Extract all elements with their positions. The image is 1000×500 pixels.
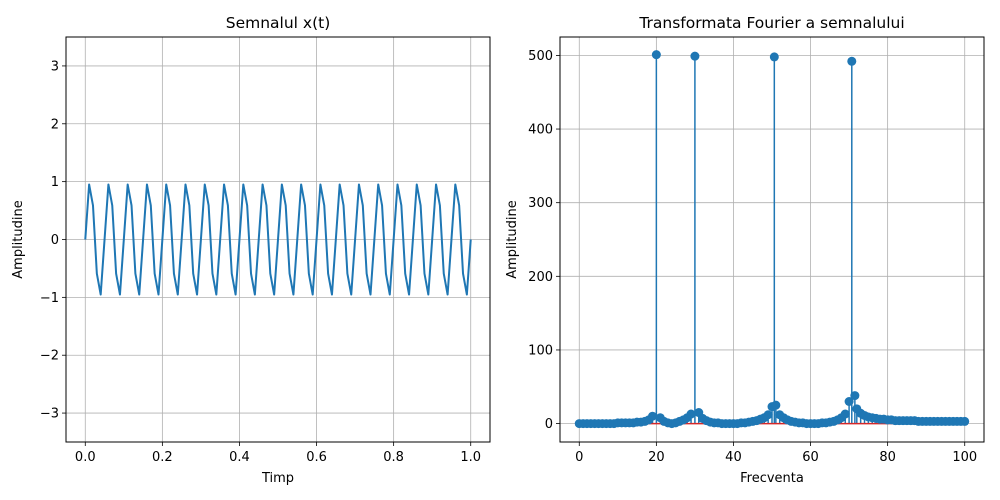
- signal-plot: 0.0 0.2 0.4 0.6 0.8 1.0 −3 −2 −1 0 1 2 3 Semnalul x(…: [11, 14, 491, 486]
- signal-x-tick-label: 0.4: [229, 450, 250, 465]
- fourier-axes-frame: [559, 36, 985, 443]
- fourier-x-axis-label: Frecventa: [740, 471, 804, 486]
- fourier-y-tick-label: 300: [528, 196, 553, 211]
- fourier-marker: [769, 52, 779, 62]
- signal-x-tick-label: 0.2: [152, 450, 173, 465]
- fourier-x-tick-label: 40: [725, 450, 742, 465]
- fourier-plot-title: Transformata Fourier a semnalului: [638, 14, 904, 32]
- fourier-marker: [648, 411, 658, 421]
- fourier-x-tick-label: 80: [879, 450, 896, 465]
- fourier-marker: [651, 50, 661, 60]
- fourier-y-tick-label: 400: [528, 123, 553, 138]
- signal-y-tick-label: −1: [40, 291, 59, 306]
- fourier-marker: [686, 409, 696, 419]
- signal-x-tick-label: 0.6: [306, 450, 327, 465]
- fourier-marker: [960, 416, 970, 426]
- fourier-marker: [847, 56, 857, 66]
- signal-y-tick-label: 2: [51, 117, 59, 132]
- fourier-y-tick-label: 200: [528, 270, 553, 285]
- signal-y-tick-label: −3: [40, 407, 59, 422]
- fourier-x-tick-label: 100: [952, 450, 977, 465]
- fourier-marker: [840, 409, 850, 419]
- fourier-ticks: 0 20 40 60 80 100 0 100 200 300 400 500: [528, 49, 977, 465]
- signal-y-axis-label: Amplitudine: [11, 200, 26, 278]
- fourier-marker: [844, 397, 854, 406]
- fourier-marker: [850, 391, 860, 401]
- signal-series: [84, 183, 472, 296]
- signal-ticks: 0.0 0.2 0.4 0.6 0.8 1.0 −3 −2 −1 0 1 2 3: [40, 59, 481, 465]
- signal-plot-title: Semnalul x(t): [226, 14, 331, 32]
- fourier-plot: 0 20 40 60 80 100 0 100 200 300 400 500 Transformat…: [505, 14, 985, 486]
- signal-y-tick-label: 3: [51, 59, 59, 74]
- signal-x-axis-label: Timp: [261, 471, 294, 486]
- fourier-x-tick-label: 60: [802, 450, 819, 465]
- signal-line: [84, 183, 472, 296]
- fourier-marker: [690, 51, 700, 61]
- signal-y-tick-label: 0: [51, 233, 59, 248]
- fourier-y-axis-label: Amplitudine: [505, 200, 520, 278]
- fourier-marker: [763, 410, 773, 420]
- signal-x-tick-label: 0.8: [383, 450, 404, 465]
- signal-x-tick-label: 0.0: [75, 450, 96, 465]
- fourier-series: [574, 50, 970, 429]
- fourier-y-tick-label: 500: [528, 49, 553, 64]
- fourier-marker: [771, 400, 781, 410]
- fourier-x-tick-label: 0: [575, 450, 583, 465]
- fourier-y-tick-label: 100: [528, 343, 553, 358]
- signal-x-tick-label: 1.0: [460, 450, 481, 465]
- fourier-y-tick-label: 0: [545, 417, 553, 432]
- signal-y-tick-label: −2: [40, 349, 59, 364]
- fourier-x-tick-label: 20: [648, 450, 665, 465]
- signal-y-tick-label: 1: [51, 175, 59, 190]
